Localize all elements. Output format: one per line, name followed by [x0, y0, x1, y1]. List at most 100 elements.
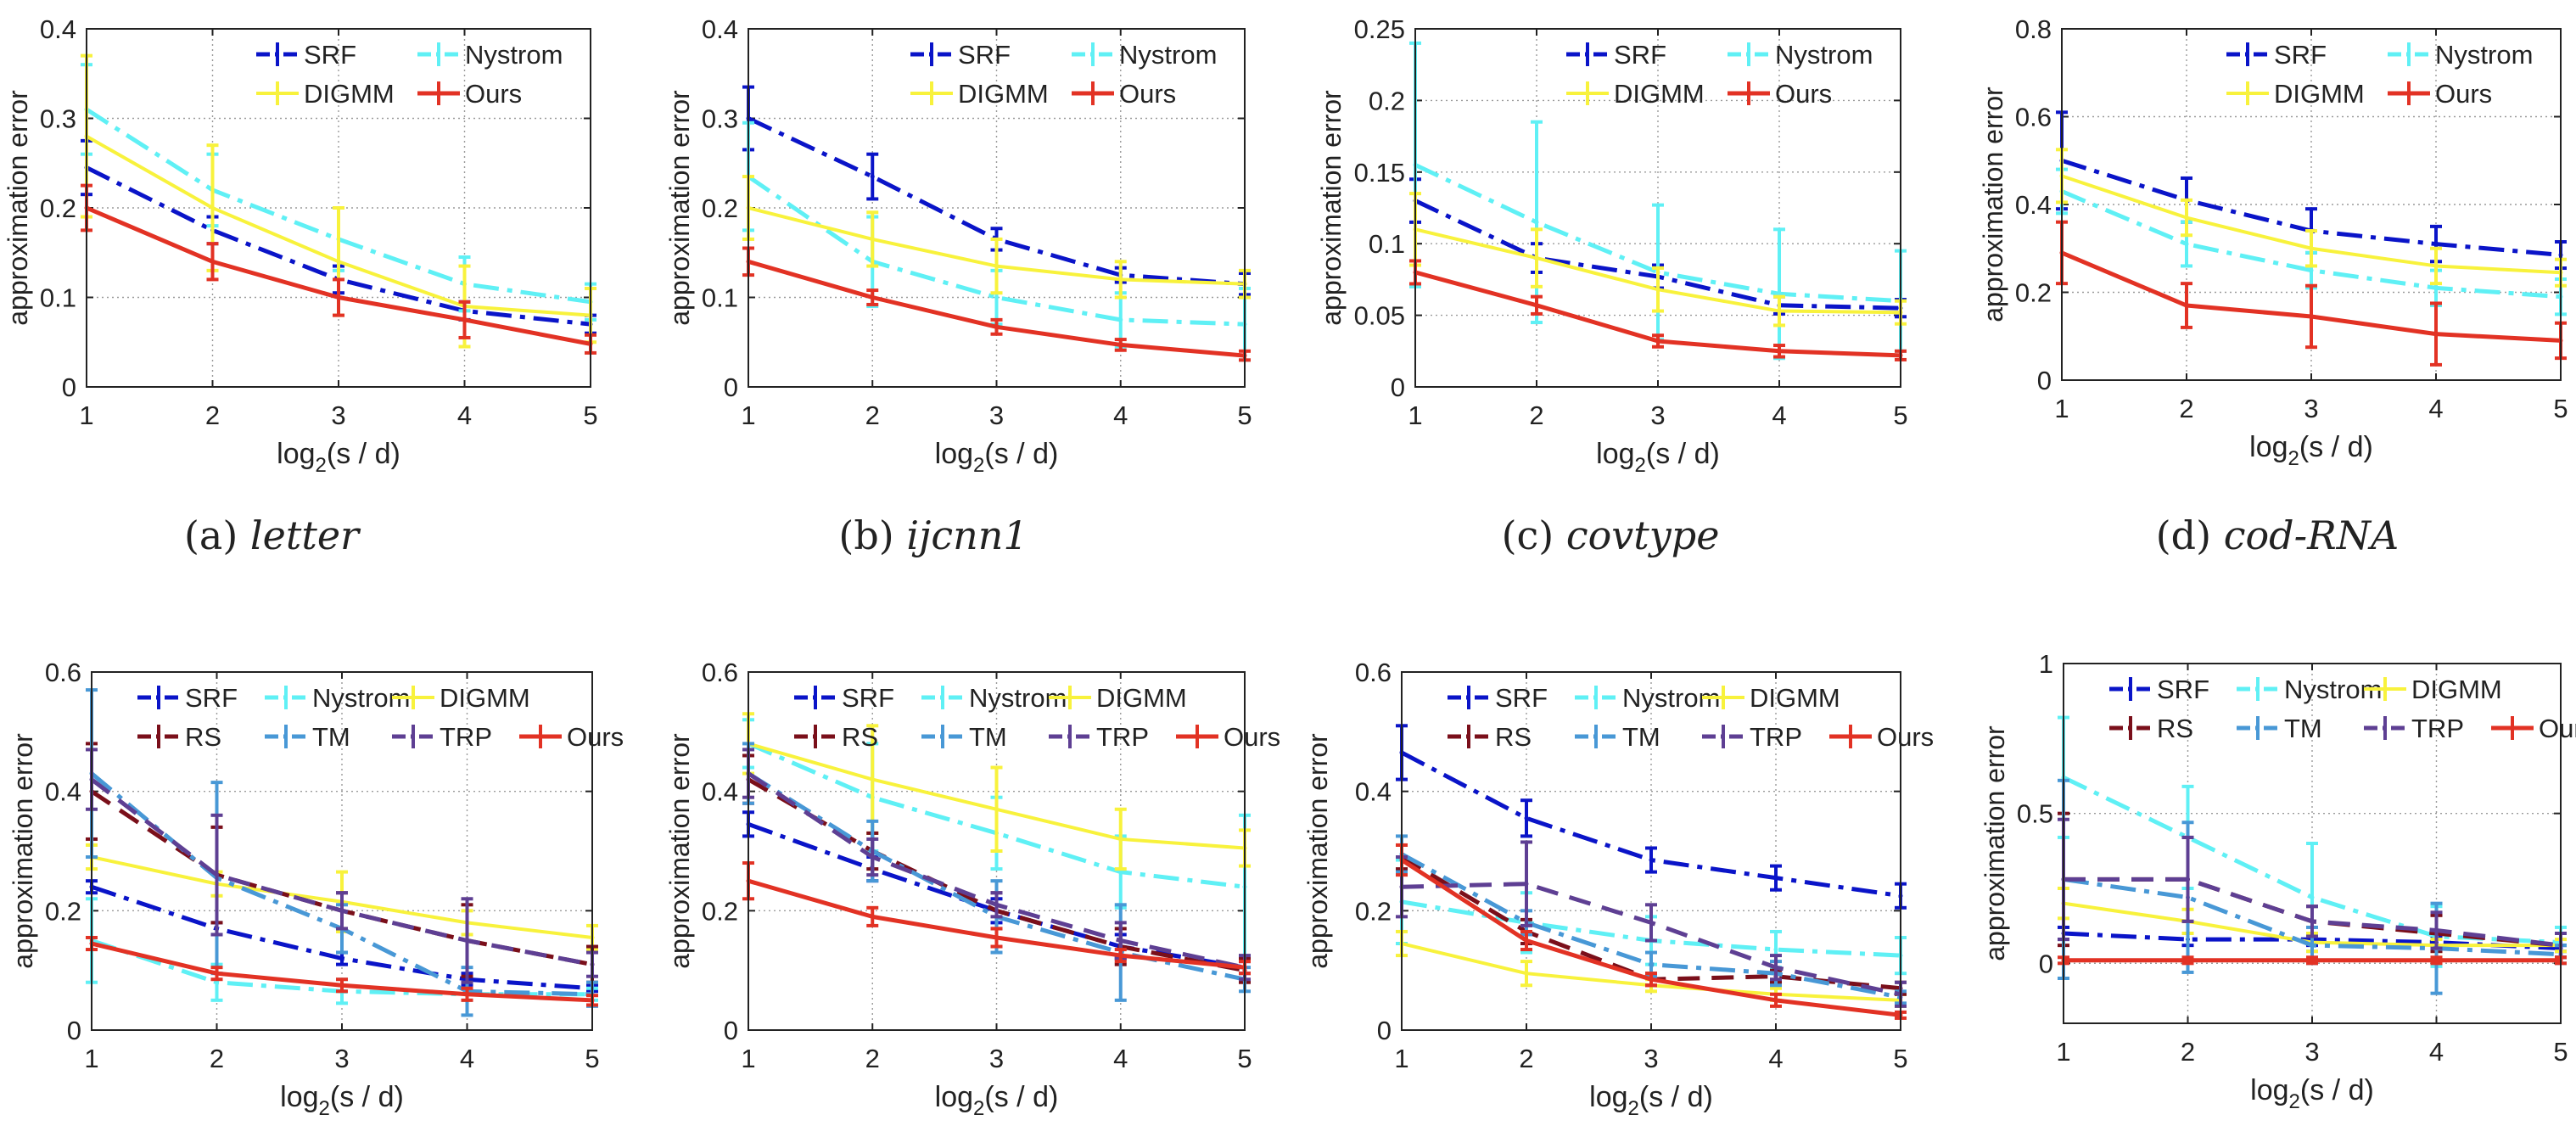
legend-label: TM [2284, 714, 2322, 743]
legend-label: DIGMM [1614, 79, 1705, 109]
y-tick-label: 0 [2039, 949, 2053, 978]
data-point [1649, 962, 1654, 967]
data-point [870, 914, 875, 919]
legend-item-trp: TRP [1049, 722, 1149, 752]
data-point [2433, 263, 2439, 268]
legend-label: DIGMM [958, 79, 1049, 109]
legend-item-nystrom: Nystrom [265, 683, 410, 713]
data-point [2310, 919, 2315, 924]
series-line [85, 107, 591, 305]
y-tick-label: 0.2 [1369, 86, 1405, 115]
x-tick-label: 2 [865, 1044, 880, 1073]
y-tick-label: 1 [2039, 649, 2053, 679]
chart-4: 1 2 3 4 5 0 0.2 0.4 0.6 0.8 log2(s / d) approximati… [1978, 14, 2568, 470]
legend-item-srf: SRF [794, 683, 894, 713]
legend-label: SRF [1614, 40, 1666, 70]
data-point [870, 854, 875, 860]
x-tick-label: 2 [1519, 1044, 1533, 1073]
series-layer [742, 85, 1251, 362]
legend-label: DIGMM [440, 683, 530, 713]
data-point [2184, 242, 2189, 247]
data-point [2186, 958, 2190, 963]
series-line [748, 742, 1246, 889]
axes-box [2063, 663, 2562, 1024]
x-tick-label: 4 [460, 1044, 474, 1073]
legend: SRF Nystrom DIGMM Ours [910, 40, 1217, 109]
y-axis-label: approximation error [664, 90, 695, 326]
legend-label: Ours [1119, 79, 1176, 109]
legend-label: SRF [2157, 675, 2209, 704]
legend-item-digmm: DIGMM [392, 683, 530, 713]
data-point [870, 237, 875, 242]
y-tick-label: 0 [1377, 1016, 1392, 1045]
x-tick-label: 5 [2553, 1037, 2568, 1067]
x-tick-label: 1 [1394, 1044, 1408, 1073]
legend-item-srf: SRF [2109, 675, 2209, 704]
legend-item-srf: SRF [137, 683, 238, 713]
data-point [1649, 920, 1654, 925]
x-tick-label: 4 [457, 400, 472, 430]
data-point [994, 264, 999, 269]
caption-dataset-name: ijcnn1 [906, 512, 1028, 558]
x-tick-label: 5 [585, 1044, 599, 1073]
y-tick-label: 0.2 [40, 193, 76, 223]
chart-1: 1 2 3 4 5 0 0.1 0.2 0.3 0.4 log2(s / d) approximati… [3, 14, 598, 477]
x-tick-label: 1 [2054, 394, 2069, 423]
x-tick-label: 4 [1113, 400, 1128, 430]
legend-label: Ours [2539, 714, 2576, 743]
legend-item-ours: Ours [1829, 722, 1934, 752]
data-point [336, 295, 341, 300]
y-axis-label: approximation error [1980, 725, 2010, 961]
x-tick-label: 5 [2553, 394, 2568, 423]
legend-label: Nystrom [1119, 40, 1217, 70]
chart-8: 1 2 3 4 5 0 0.5 1 log2(s / d) approximation error… [1980, 649, 2576, 1113]
axes-box [2061, 28, 2562, 381]
chart-3: 1 2 3 4 5 0 0.05 0.1 0.15 0.2 0.25 log2(s / d) appro… [1316, 14, 1908, 477]
data-point [215, 971, 219, 976]
y-tick-label: 0.15 [1354, 158, 1405, 188]
data-point [1534, 255, 1539, 260]
legend-item-ours: Ours [1176, 722, 1280, 752]
y-tick-label: 0.1 [1369, 229, 1405, 259]
data-point [2184, 303, 2189, 308]
chart-7: 1 2 3 4 5 0 0.2 0.4 0.6 log2(s / d) approximation … [1302, 658, 1934, 1120]
y-tick-label: 0 [724, 372, 738, 402]
y-tick-label: 0.6 [702, 658, 738, 687]
x-axis-label: log2(s / d) [1596, 438, 1720, 477]
legend-item-srf: SRF [910, 40, 1011, 70]
data-point [870, 777, 875, 782]
data-point [1655, 287, 1660, 292]
data-point [2434, 927, 2439, 933]
y-tick-label: 0.2 [2015, 278, 2052, 308]
data-point [1118, 953, 1123, 958]
x-tick-label: 3 [1644, 1044, 1658, 1073]
data-point [465, 992, 469, 997]
chart-2: 1 2 3 4 5 0 0.1 0.2 0.3 0.4 log2(s / d) approximati… [664, 14, 1252, 477]
caption-a: (a) letter [184, 512, 359, 558]
legend-item-trp: TRP [1702, 722, 1802, 752]
y-tick-label: 0.05 [1354, 301, 1405, 331]
x-tick-label: 4 [2429, 1037, 2444, 1067]
caption-label: (d) [2155, 512, 2212, 558]
legend-label: SRF [304, 40, 356, 70]
data-point [1777, 291, 1782, 296]
legend-label: TRP [1750, 722, 1802, 752]
legend-item-ours: Ours [519, 722, 624, 752]
x-tick-label: 1 [741, 400, 755, 430]
legend-label: Ours [567, 722, 624, 752]
data-point [1773, 947, 1778, 952]
data-point [2310, 958, 2315, 963]
x-tick-label: 3 [2304, 394, 2318, 423]
legend-item-digmm: DIGMM [1566, 79, 1705, 109]
legend-label: TRP [440, 722, 492, 752]
data-point [1524, 882, 1529, 887]
data-point [1524, 938, 1529, 943]
y-tick-label: 0.4 [702, 14, 738, 44]
y-tick-label: 0.3 [702, 104, 738, 134]
y-tick-label: 0.1 [40, 283, 76, 313]
legend-label: SRF [1495, 683, 1548, 713]
data-point [1773, 965, 1778, 970]
legend-item-nystrom: Nystrom [1575, 683, 1720, 713]
data-point [994, 324, 999, 329]
y-tick-label: 0 [724, 1016, 738, 1045]
